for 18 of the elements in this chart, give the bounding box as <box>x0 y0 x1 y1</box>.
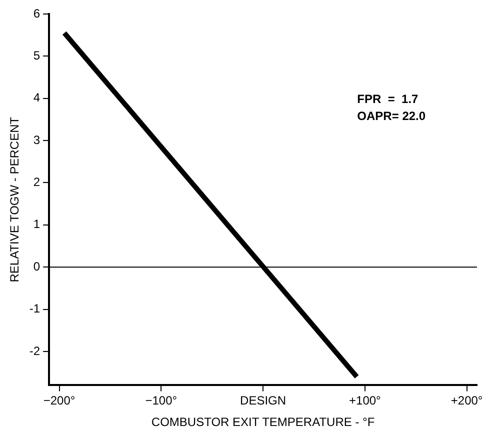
x-tick-label: −100° <box>145 394 178 408</box>
y-tick-label: 3 <box>33 132 40 147</box>
y-tick-label: 1 <box>33 217 40 232</box>
x-tick-label: DESIGN <box>240 394 286 408</box>
annotation: FPR = 1.7 <box>357 92 419 106</box>
y-tick-label: 0 <box>33 259 40 274</box>
x-tick-label: +200° <box>450 394 483 408</box>
y-tick-label: 6 <box>33 6 40 20</box>
x-tick-label: −200° <box>43 394 76 408</box>
y-tick-label: 2 <box>33 175 40 190</box>
y-tick-label: 4 <box>33 90 40 105</box>
y-axis-title: RELATIVE TOGW - PERCENT <box>8 116 22 282</box>
y-tick-label: 5 <box>33 48 40 62</box>
x-axis-title: COMBUSTOR EXIT TEMPERATURE - °F <box>151 415 375 430</box>
y-tick-label: -2 <box>29 344 40 358</box>
annotation: OAPR= 22.0 <box>357 109 426 124</box>
y-tick-label: -1 <box>29 302 40 316</box>
x-tick-label: +100° <box>349 394 382 408</box>
